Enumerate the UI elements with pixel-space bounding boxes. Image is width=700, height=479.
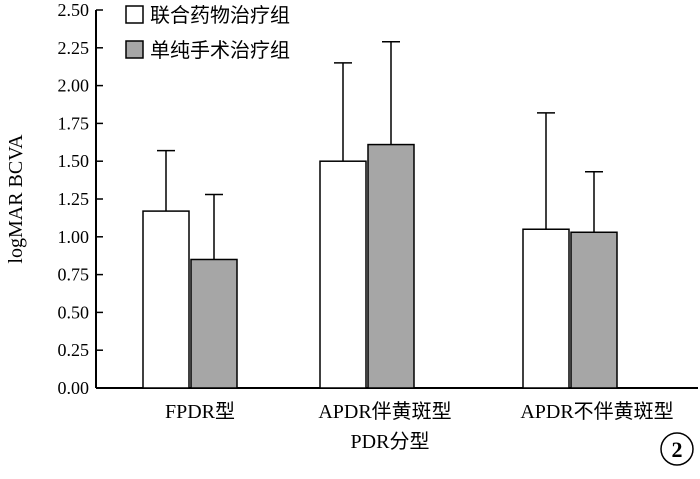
y-tick-label: 2.50: [58, 0, 90, 20]
legend-swatch-surgery: [125, 40, 144, 59]
bar-surgery: [570, 231, 618, 389]
panel-badge: 2: [660, 432, 694, 466]
y-axis-title: logMAR BCVA: [5, 134, 27, 264]
y-tick-label: 1.00: [58, 227, 90, 247]
bar-combined: [319, 160, 367, 389]
y-tick-label: 1.25: [58, 189, 90, 209]
legend: 联合药物治疗组 单纯手术治疗组: [125, 4, 290, 62]
y-tick-label: 2.25: [58, 38, 90, 58]
y-ticks: 0.00 0.25 0.50 0.75 1.00 1.25 1.50 1.75 2.00 2.25…: [58, 0, 103, 398]
category-labels: FPDR型 APDR伴黄斑型 APDR不伴黄斑型: [165, 400, 674, 423]
y-tick-label: 0.00: [58, 378, 90, 398]
y-tick-label: 1.50: [58, 151, 90, 171]
bar-surgery: [190, 258, 238, 389]
y-tick-label: 0.25: [58, 340, 90, 360]
y-tick-label: 0.75: [58, 265, 90, 285]
legend-label-combined: 联合药物治疗组: [150, 4, 290, 27]
x-category-label: APDR伴黄斑型: [318, 400, 451, 423]
y-tick-label: 0.50: [58, 302, 90, 322]
legend-label-surgery: 单纯手术治疗组: [150, 39, 290, 62]
bar-combined: [142, 210, 190, 389]
legend-swatch-combined: [125, 5, 144, 24]
bar-combined: [522, 228, 570, 389]
panel-badge-label: 2: [672, 437, 683, 462]
x-category-label: APDR不伴黄斑型: [520, 400, 673, 423]
y-tick-label: 2.00: [58, 76, 90, 96]
y-tick-label: 1.75: [58, 113, 90, 133]
bars: [142, 41, 618, 389]
x-axis-caption: PDR分型: [351, 430, 430, 453]
bar-surgery: [367, 143, 415, 389]
panel-badge-circle: [660, 432, 694, 466]
x-category-label: FPDR型: [165, 400, 235, 423]
